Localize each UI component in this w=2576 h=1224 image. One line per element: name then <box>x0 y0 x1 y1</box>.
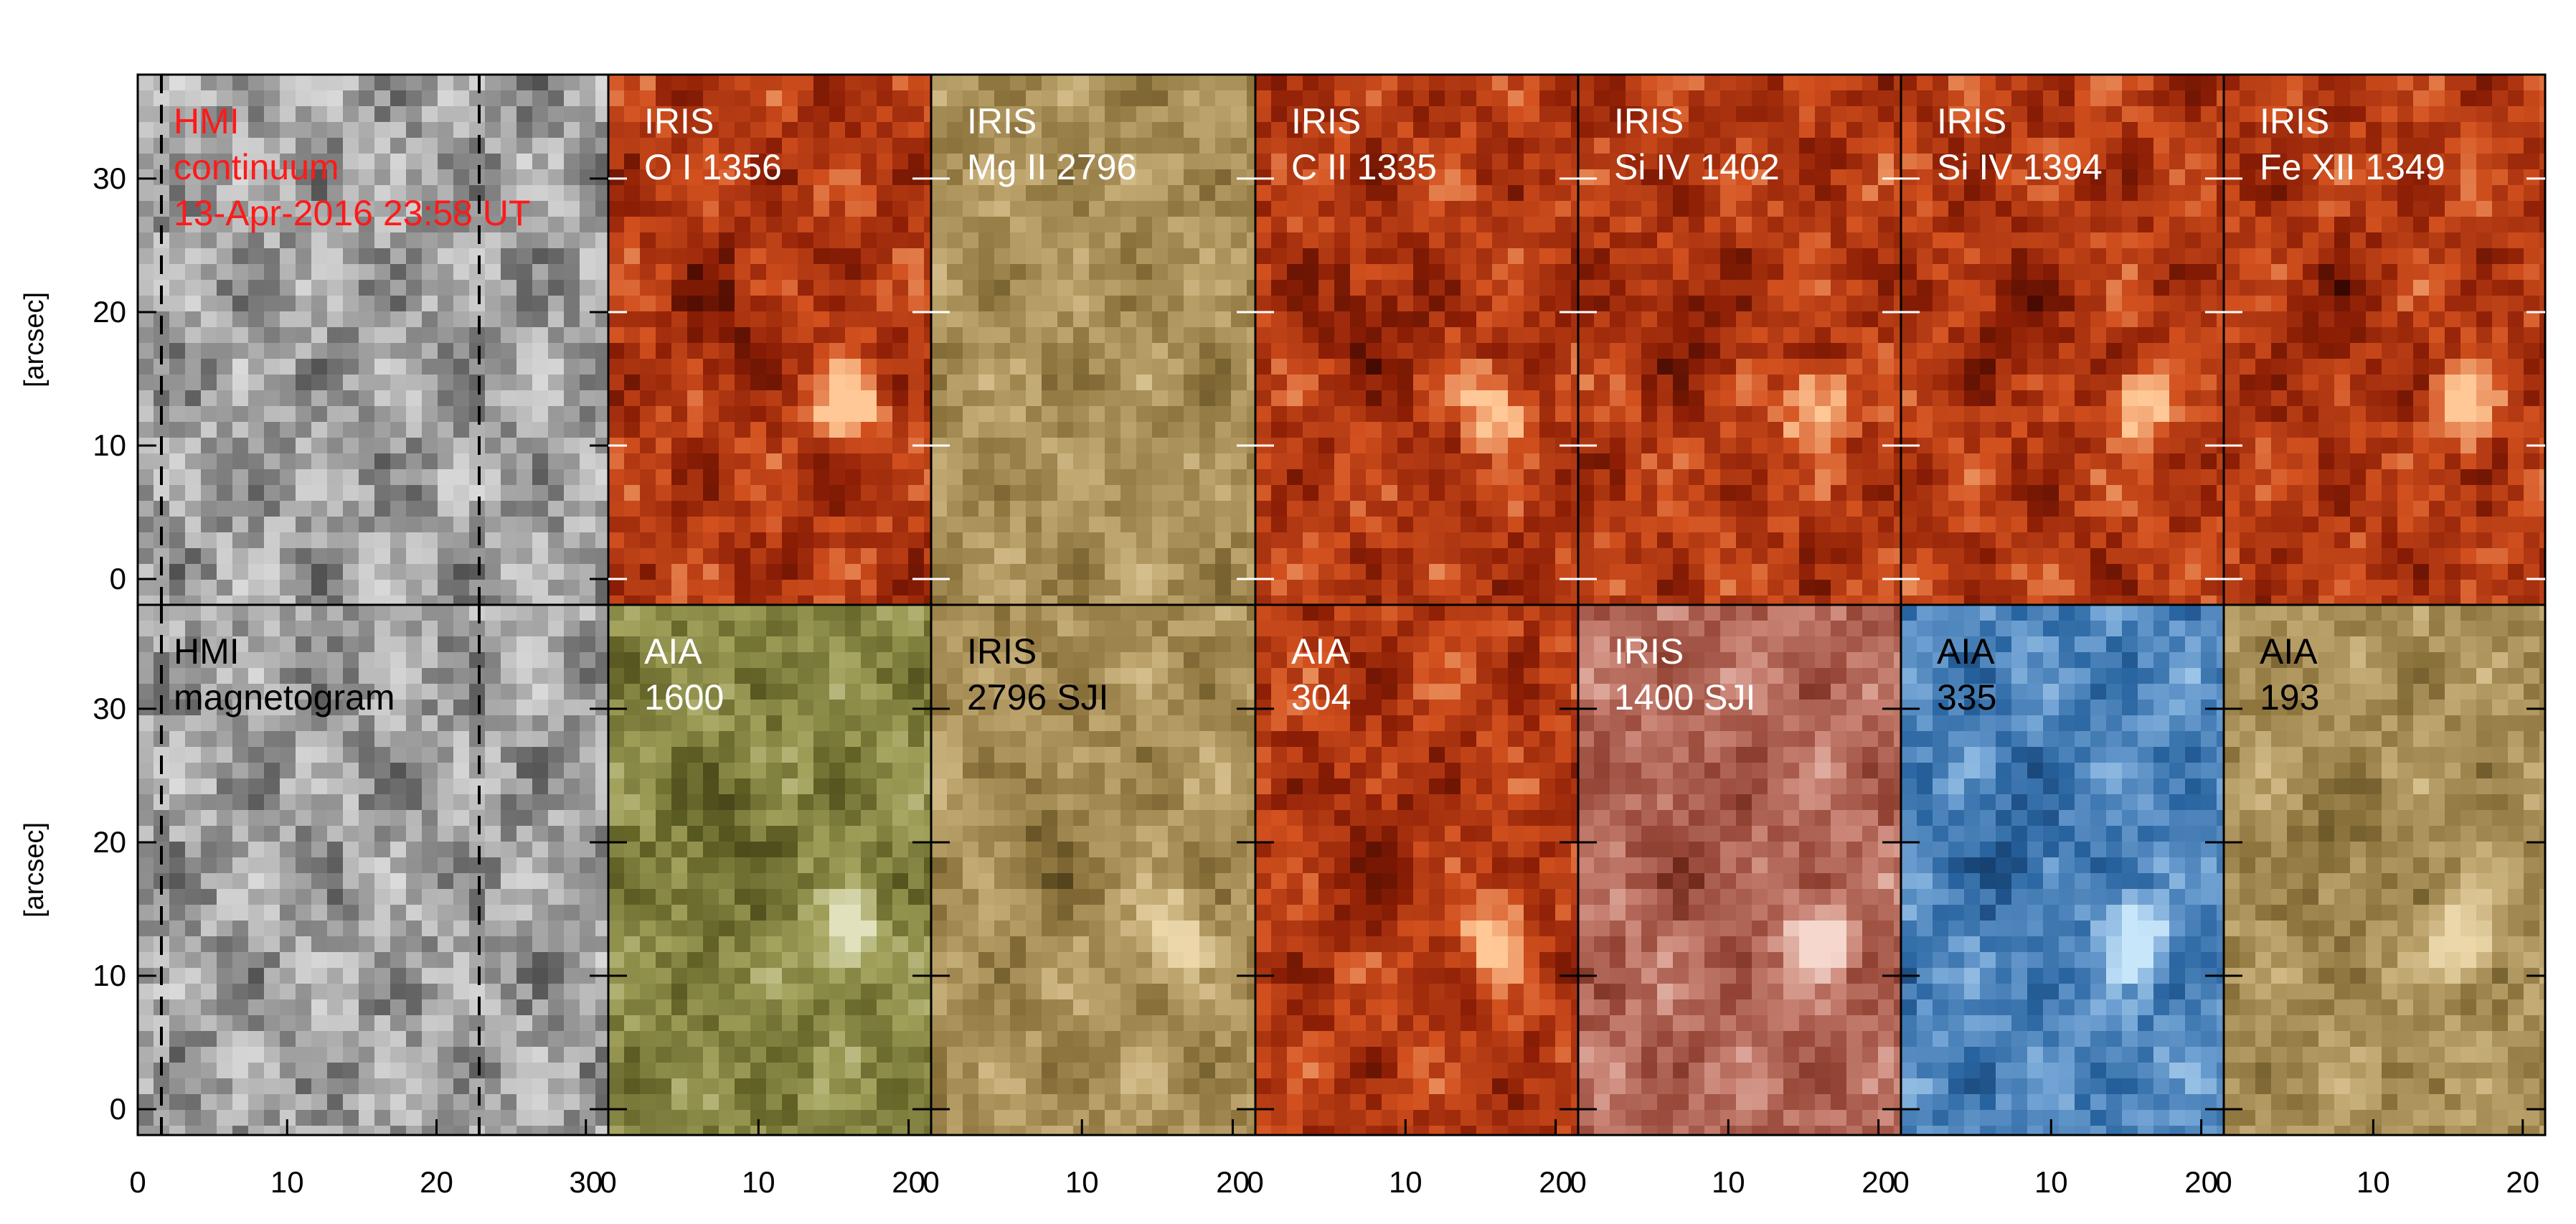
x-tick-label: 0 <box>1570 1165 1586 1199</box>
panel-r1-c0: HMI magnetogram <box>136 603 610 1136</box>
panel-r0-c2: IRIS Mg II 2796 <box>930 73 1257 606</box>
x-tick-label: 0 <box>2215 1165 2232 1199</box>
panel-label-line: 304 <box>1291 677 1351 717</box>
panel-label-line: continuum <box>174 147 339 187</box>
panel-image <box>608 605 931 1135</box>
x-tick-label: 10 <box>2034 1165 2068 1199</box>
panel-label-line: 193 <box>2260 677 2319 717</box>
x-tick-label: 20 <box>2506 1165 2539 1199</box>
x-tick-label: 30 <box>569 1165 603 1199</box>
x-tick-label: 20 <box>892 1165 925 1199</box>
x-tick-label: 10 <box>2356 1165 2390 1199</box>
panel-frame <box>2222 603 2547 1136</box>
panel-label-line: Si IV 1402 <box>1614 147 1780 187</box>
panel-label-line: O I 1356 <box>644 147 782 187</box>
panel-image <box>1255 75 1578 605</box>
y-tick-label: 20 <box>93 825 126 859</box>
panel-image <box>138 75 608 605</box>
x-tick-label: 10 <box>270 1165 304 1199</box>
x-tick-label: 20 <box>2184 1165 2218 1199</box>
panel-label-line: AIA <box>1291 631 1349 672</box>
panel-r1-c1: AIA 1600 <box>607 603 933 1136</box>
panel-label-line: C II 1335 <box>1291 147 1437 187</box>
x-tick-label: 0 <box>1247 1165 1263 1199</box>
x-tick-label: 20 <box>1216 1165 1250 1199</box>
panel-r0-c1: IRIS O I 1356 <box>607 73 933 606</box>
panel-r0-c6: IRIS Fe XII 1349 <box>2222 73 2547 606</box>
panel-image <box>138 605 608 1135</box>
panel-r1-c2: IRIS 2796 SJI <box>930 603 1257 1136</box>
panel-label-line: AIA <box>644 631 702 672</box>
panel-r1-c4: IRIS 1400 SJI <box>1577 603 1902 1136</box>
panel-image <box>2224 75 2545 605</box>
x-tick-label: 0 <box>923 1165 939 1199</box>
panel-r1-c3: AIA 304 <box>1254 603 1580 1136</box>
panel-image <box>931 605 1255 1135</box>
panel-label-line: Fe XII 1349 <box>2260 147 2445 187</box>
panel-label-line: IRIS <box>967 101 1037 141</box>
panel-label-line: IRIS <box>1614 631 1684 672</box>
y-axis-label: [arcsec] <box>19 292 49 387</box>
panel-label-line: 13-Apr-2016 23:58 UT <box>174 193 531 233</box>
panel-label-line: AIA <box>1937 631 1995 672</box>
x-tick-label: 20 <box>1862 1165 1895 1199</box>
panel-label-line: IRIS <box>1614 101 1684 141</box>
panel-label-line: Si IV 1394 <box>1937 147 2103 187</box>
y-tick-label: 20 <box>93 295 126 329</box>
panel-label-line: 1600 <box>644 677 724 717</box>
x-tick-label: 10 <box>1712 1165 1745 1199</box>
x-tick-label: 0 <box>600 1165 616 1199</box>
x-tick-label: 10 <box>742 1165 775 1199</box>
panel-image <box>1578 75 1901 605</box>
panel-r0-c3: IRIS C II 1335 <box>1254 73 1580 606</box>
y-tick-label: 0 <box>110 562 126 595</box>
x-tick-label: 0 <box>129 1165 146 1199</box>
panel-image <box>1901 605 2224 1135</box>
y-tick-label: 10 <box>93 959 126 992</box>
panel-image <box>931 75 1255 605</box>
x-tick-label: 10 <box>1389 1165 1423 1199</box>
x-tick-label: 20 <box>1539 1165 1572 1199</box>
x-tick-label: 20 <box>420 1165 453 1199</box>
panel-image <box>2224 605 2545 1135</box>
panel-label-line: 335 <box>1937 677 1996 717</box>
panel-label-line: 2796 SJI <box>967 677 1108 717</box>
panel-label-line: IRIS <box>1937 101 2006 141</box>
panel-label-line: IRIS <box>2260 101 2329 141</box>
panel-label-line: magnetogram <box>174 677 395 717</box>
panel-label-line: Mg II 2796 <box>967 147 1136 187</box>
panel-r1-c5: AIA 335 <box>1900 603 2225 1136</box>
panel-label-line: HMI <box>174 101 240 141</box>
panel-label-line: IRIS <box>1291 101 1361 141</box>
panel-grid: HMI continuum 13-Apr-2016 23:58 UT IRIS O I … <box>136 73 2547 1136</box>
panel-label-line: IRIS <box>644 101 714 141</box>
y-axis-label: [arcsec] <box>19 822 49 918</box>
panel-r0-c0: HMI continuum 13-Apr-2016 23:58 UT <box>136 73 610 606</box>
panel-label-line: HMI <box>174 631 240 672</box>
y-tick-label: 30 <box>93 161 126 195</box>
y-tick-label: 30 <box>93 692 126 725</box>
panel-r1-c6: AIA 193 <box>2222 603 2547 1136</box>
x-tick-label: 10 <box>1065 1165 1099 1199</box>
panel-image <box>1255 605 1578 1135</box>
y-tick-label: 0 <box>110 1092 126 1126</box>
panel-r0-c4: IRIS Si IV 1402 <box>1577 73 1902 606</box>
y-tick-label: 10 <box>93 428 126 462</box>
panel-r0-c5: IRIS Si IV 1394 <box>1900 73 2225 606</box>
panel-image <box>608 75 931 605</box>
panel-label-line: 1400 SJI <box>1614 677 1755 717</box>
panel-image <box>1578 605 1901 1135</box>
panel-label-line: IRIS <box>967 631 1037 672</box>
panel-image <box>1901 75 2224 605</box>
panel-label-line: AIA <box>2260 631 2318 672</box>
x-tick-label: 0 <box>1892 1165 1909 1199</box>
